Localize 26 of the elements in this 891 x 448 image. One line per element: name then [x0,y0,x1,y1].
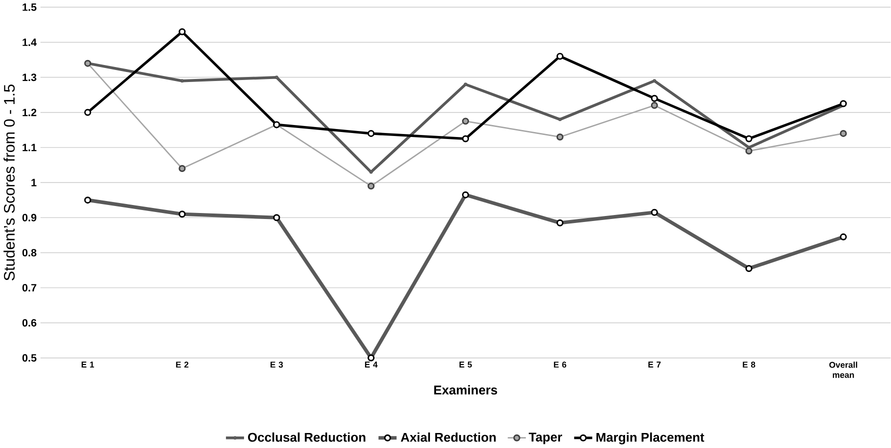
y-tick-label: 0.6 [22,319,36,327]
legend-label: Occlusal Reduction [248,432,366,442]
y-tick-label: 1.3 [22,74,36,82]
legend-label: Axial Reduction [400,432,496,442]
x-tick-label: E 5 [459,362,472,368]
y-tick-label: 0.9 [22,214,36,222]
y-tick-label: 0.8 [22,249,36,257]
y-tick-label: 1.4 [22,38,37,46]
x-tick-label: E 2 [176,362,188,368]
y-tick-label: 0.7 [22,284,36,292]
y-tick-label: 1.5 [22,4,36,12]
x-tick-label: E 3 [270,362,283,368]
y-tick-label: 1.1 [22,144,36,152]
x-tick-label: E 4 [365,362,378,368]
x-tick-label: E 7 [648,362,661,368]
x-tick-label: Overall mean [829,362,858,378]
y-axis-title: Student’s Scores from 0 - 1.5 [4,84,15,281]
y-tick-label: 1.2 [22,108,36,116]
legend-label: Margin Placement [596,432,704,445]
x-tick-label: E 6 [554,362,566,368]
y-tick-label: 1 [32,179,36,186]
x-tick-label: E 8 [742,362,756,368]
x-tick-label: E 1 [82,362,94,368]
x-axis-title: Examiners [434,385,498,395]
y-tick-label: 0.5 [22,354,36,362]
legend-label: Taper [528,432,562,444]
